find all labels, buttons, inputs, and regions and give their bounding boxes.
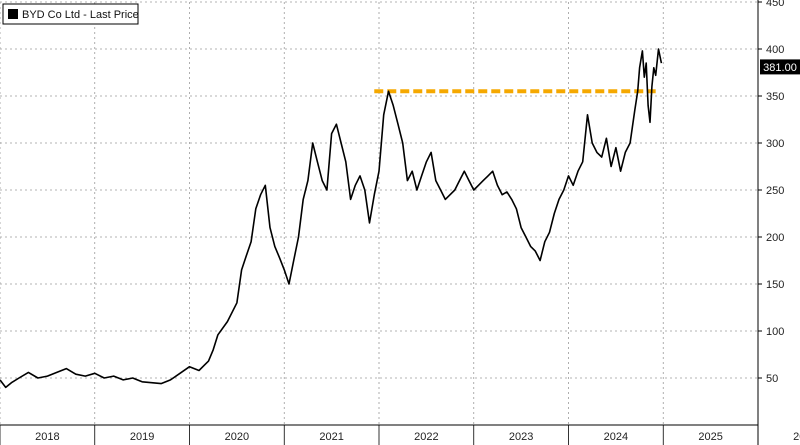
y-axis: 50 100 150 200 250 300 350 400 450 [758, 0, 784, 385]
y-tick-label: 450 [766, 0, 784, 9]
gridlines [0, 1, 759, 425]
x-tick-label: 2018 [35, 431, 59, 443]
x-tick-label: 2022 [414, 431, 438, 443]
y-tick-label: 350 [766, 91, 784, 103]
last-price-label: 381.00 [763, 62, 797, 74]
legend-swatch [8, 9, 18, 19]
x-tick-label: 2025 [698, 431, 722, 443]
y-tick-label: 400 [766, 44, 784, 56]
y-tick-label: 250 [766, 185, 784, 197]
y-tick-label: 200 [766, 232, 784, 244]
x-tick-label: 2021 [319, 431, 343, 443]
x-tick-label: 2020 [225, 431, 249, 443]
x-tick-label: 2024 [604, 431, 628, 443]
last-price-badge [760, 59, 800, 75]
x-axis: 2018 2019 2020 2021 2022 2023 2024 2025 2026 [0, 425, 800, 445]
y-tick-label: 100 [766, 326, 784, 338]
legend-box [2, 3, 139, 25]
x-tick-label: 2023 [509, 431, 533, 443]
series-line-byd [0, 48, 663, 389]
x-tick-label: 2026 [793, 431, 800, 443]
y-tick-label: 300 [766, 138, 784, 150]
y-tick-label: 50 [766, 373, 778, 385]
legend-label: BYD Co Ltd - Last Price [22, 9, 139, 21]
y-tick-label: 150 [766, 279, 784, 291]
legend: BYD Co Ltd - Last Price [2, 3, 139, 25]
x-tick-label: 2019 [130, 431, 154, 443]
last-price-marker: 381.00 [760, 59, 800, 75]
